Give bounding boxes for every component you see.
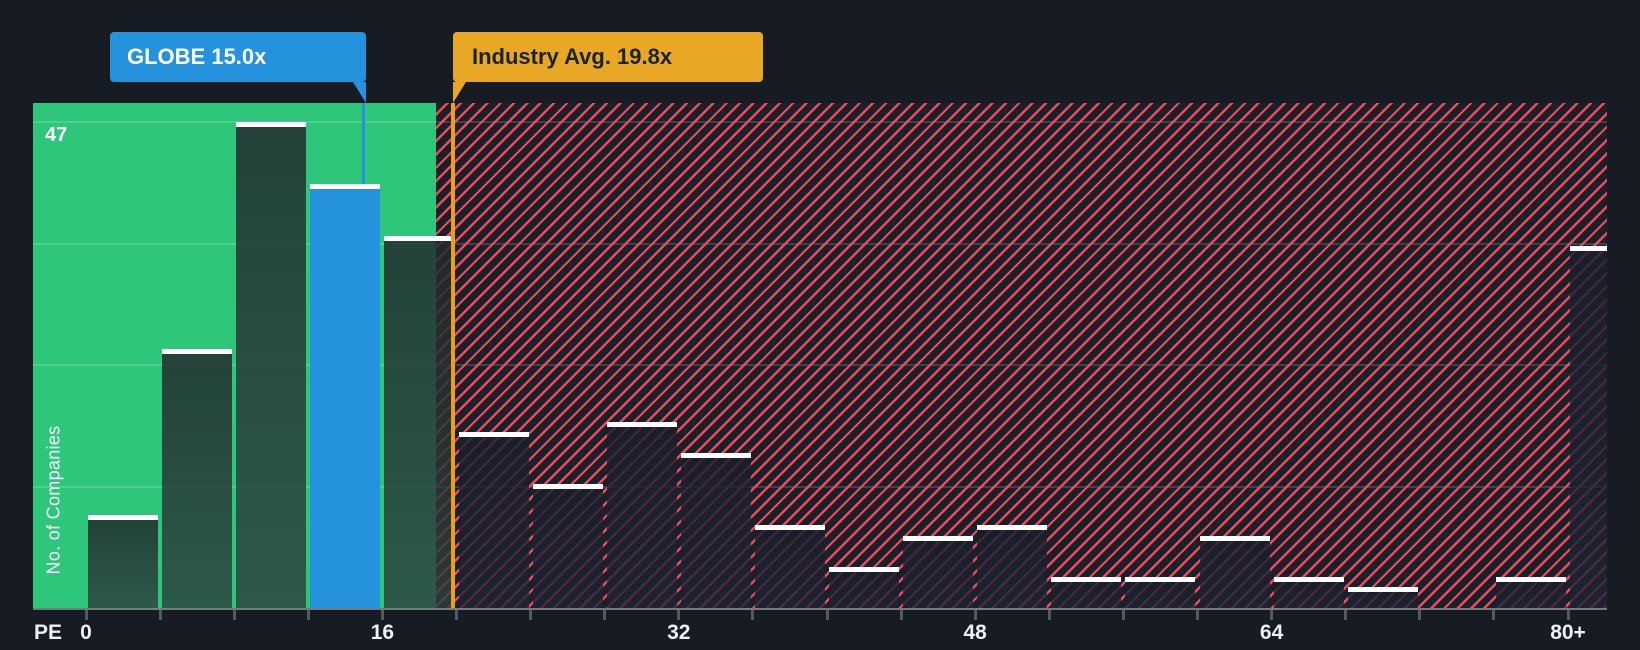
histogram-bar-0-4[interactable] <box>88 515 159 608</box>
histogram-bar-80+[interactable] <box>1570 246 1607 608</box>
x-axis-tick <box>899 610 903 620</box>
x-axis-tick <box>1418 610 1422 620</box>
histogram-bar-68-72[interactable] <box>1347 587 1418 608</box>
industry-average-line <box>450 103 455 608</box>
industry-callout-label: Industry Avg. 19.8x <box>472 44 673 69</box>
x-axis-tick <box>158 610 162 620</box>
histogram-bar-44-48[interactable] <box>903 536 974 608</box>
x-axis-title: PE <box>33 621 62 644</box>
x-axis-tick <box>677 610 681 620</box>
histogram-bar-32-36[interactable] <box>680 453 751 608</box>
company-callout-label: GLOBE 15.0x <box>127 44 267 69</box>
x-axis-tick-label: 48 <box>963 621 987 644</box>
y-axis-title: No. of Companies <box>43 425 64 575</box>
x-axis-tick-label: 16 <box>370 621 395 644</box>
x-axis-tick <box>1344 610 1348 620</box>
industry-callout: Industry Avg. 19.8x <box>453 32 763 103</box>
histogram-bar-28-32[interactable] <box>606 422 677 608</box>
histogram-bar-60-64[interactable] <box>1199 536 1270 608</box>
x-axis-tick <box>529 610 533 620</box>
company-marker-line <box>362 103 366 184</box>
x-axis-tick-label: 64 <box>1259 621 1284 644</box>
x-axis-tick <box>1270 610 1274 620</box>
x-axis-line <box>33 608 1607 610</box>
x-axis-tick-label: 32 <box>667 621 691 644</box>
x-axis-tick <box>455 610 458 620</box>
x-axis-tick <box>1196 610 1199 620</box>
histogram-bar-16-20[interactable] <box>384 236 455 608</box>
chart-area: 47 No. of Companies <box>33 103 1607 608</box>
x-axis-tick <box>973 610 977 620</box>
x-axis-tick-label: 0 <box>80 621 92 644</box>
x-axis-tick <box>1492 610 1496 620</box>
histogram-bar-36-40[interactable] <box>754 525 825 608</box>
x-axis-tick <box>232 610 236 620</box>
x-axis-tick-label: 80+ <box>1550 621 1586 644</box>
histogram-bar-8-12[interactable] <box>236 122 307 608</box>
x-axis-tick <box>1047 610 1051 620</box>
y-max-value-label: 47 <box>45 124 68 146</box>
histogram-bar-64-68[interactable] <box>1273 577 1344 608</box>
histogram-bar-24-28[interactable] <box>532 484 603 608</box>
x-axis-tick <box>1566 610 1570 620</box>
x-axis-tick <box>751 610 755 620</box>
histogram-bar-12-16[interactable] <box>310 184 381 608</box>
histogram-bar-4-8[interactable] <box>162 349 233 608</box>
company-callout: GLOBE 15.0x <box>110 32 366 103</box>
histogram-bar-20-24[interactable] <box>458 432 529 608</box>
histogram-bar-76-80[interactable] <box>1495 577 1566 608</box>
x-axis-tick <box>380 610 384 620</box>
x-axis-tick <box>1121 610 1125 620</box>
x-axis-tick <box>825 610 829 620</box>
histogram-bar-40-44[interactable] <box>829 567 900 608</box>
x-axis-tick <box>84 610 88 620</box>
histogram-bar-56-60[interactable] <box>1125 577 1196 608</box>
histogram-bar-52-56[interactable] <box>1051 577 1122 608</box>
x-axis-tick <box>306 610 310 620</box>
x-axis-tick <box>603 610 607 620</box>
histogram-bar-48-52[interactable] <box>977 525 1048 608</box>
